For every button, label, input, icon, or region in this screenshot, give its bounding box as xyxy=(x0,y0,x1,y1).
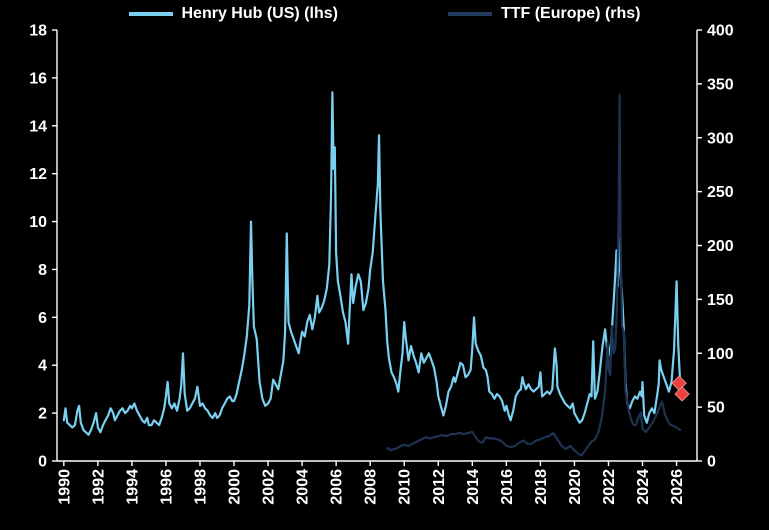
y-right-tick-label: 150 xyxy=(707,292,734,309)
y-left-tick-label: 6 xyxy=(38,310,47,327)
x-tick-label: 1990 xyxy=(56,469,73,505)
y-left-tick-label: 0 xyxy=(38,454,47,471)
y-left-tick-label: 4 xyxy=(38,358,47,375)
y-left-tick-label: 16 xyxy=(29,70,47,87)
x-tick-label: 2014 xyxy=(465,469,482,505)
x-tick-label: 2006 xyxy=(329,469,346,505)
x-tick-label: 2022 xyxy=(601,469,618,505)
y-right-tick-label: 350 xyxy=(707,76,734,93)
legend-label-ttf: TTF (Europe) (rhs) xyxy=(500,5,641,22)
y-right-tick-label: 400 xyxy=(707,23,734,40)
x-tick-label: 2004 xyxy=(295,469,312,505)
x-tick-label: 2026 xyxy=(669,469,686,505)
y-left-tick-label: 8 xyxy=(38,262,47,279)
x-tick-label: 1994 xyxy=(124,469,141,505)
x-tick-label: 2010 xyxy=(397,469,414,505)
henry-hub-line-swatch xyxy=(128,12,173,16)
legend-item-ttf: TTF (Europe) (rhs) xyxy=(447,5,641,23)
y-right-tick-label: 300 xyxy=(707,130,734,147)
y-right-tick-label: 250 xyxy=(707,184,734,201)
x-tick-label: 2000 xyxy=(227,469,244,505)
forecast-diamond-marker xyxy=(671,375,687,391)
y-right-tick-label: 50 xyxy=(707,400,725,417)
x-tick-label: 2012 xyxy=(431,469,448,505)
y-left-tick-label: 10 xyxy=(29,214,47,231)
x-tick-label: 2018 xyxy=(533,469,550,505)
x-tick-label: 2024 xyxy=(635,469,652,505)
y-right-tick-label: 100 xyxy=(707,346,734,363)
x-tick-label: 2008 xyxy=(363,469,380,505)
x-tick-label: 2002 xyxy=(261,469,278,505)
y-right-tick-label: 200 xyxy=(707,238,734,255)
x-tick-label: 1992 xyxy=(90,469,107,505)
legend-label-henry-hub: Henry Hub (US) (lhs) xyxy=(181,5,338,22)
y-right-tick-label: 0 xyxy=(707,454,716,471)
ttf-series-line xyxy=(386,93,682,457)
x-tick-label: 1996 xyxy=(158,469,175,505)
y-left-tick-label: 14 xyxy=(29,118,47,135)
forecast-diamond-marker xyxy=(674,386,690,402)
x-tick-label: 2016 xyxy=(499,469,516,505)
ttf-line-swatch xyxy=(447,12,492,16)
y-left-tick-label: 18 xyxy=(29,23,47,40)
y-left-tick-label: 12 xyxy=(29,166,47,183)
y-left-tick-label: 2 xyxy=(38,406,47,423)
henry-hub-series-line xyxy=(62,91,682,436)
legend: Henry Hub (US) (lhs) TTF (Europe) (rhs) xyxy=(0,5,769,23)
legend-item-henry-hub: Henry Hub (US) (lhs) xyxy=(128,5,338,23)
x-tick-label: 2020 xyxy=(567,469,584,505)
x-tick-label: 1998 xyxy=(192,469,209,505)
